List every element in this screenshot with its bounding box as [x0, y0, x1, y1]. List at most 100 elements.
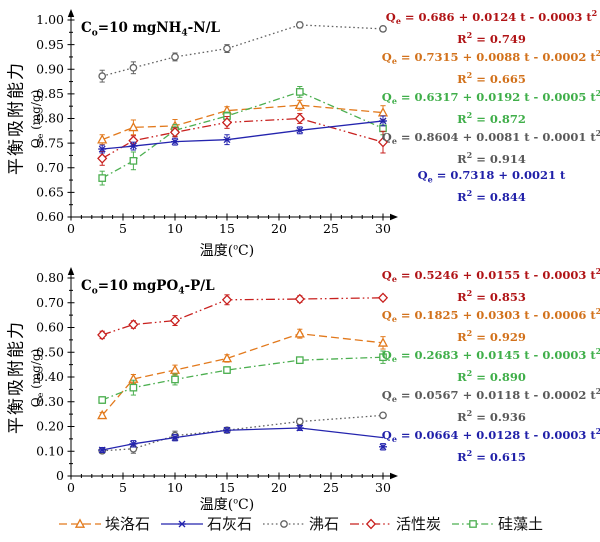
legend-label: 硅藻土 [498, 515, 544, 533]
r-squared-text: R2 = 0.872 [457, 110, 526, 126]
data-point-marker [295, 417, 304, 426]
equation-text: Qe = 0.7315 + 0.0088 t - 0.0002 t2 [381, 48, 600, 67]
data-point-marker [98, 145, 107, 153]
data-point-marker [223, 426, 231, 434]
legend-item-zeolite: 沸石 [261, 513, 339, 534]
data-point-marker [377, 136, 389, 148]
data-point-marker [295, 21, 304, 29]
chart2-y-axis-unit: Qe (mg/g) [28, 348, 46, 408]
data-point-marker [377, 337, 389, 347]
r-squared-text: R2 = 0.936 [457, 408, 526, 424]
data-point-marker [98, 396, 107, 404]
equation-item: Qe = 0.0567 + 0.0118 t - 0.0002 t2 R2 = … [381, 384, 600, 424]
series-line [101, 333, 384, 416]
svg-text:25: 25 [323, 480, 339, 495]
chart2-title: Co=10 mgPO4-P/L [81, 278, 215, 297]
r-squared-text: R2 = 0.749 [457, 30, 526, 46]
svg-text:25: 25 [323, 221, 339, 236]
svg-text:0.85: 0.85 [36, 86, 64, 101]
data-point-marker [169, 126, 181, 138]
equation-text: Qe = 0.0567 + 0.0118 t - 0.0002 t2 [381, 386, 600, 405]
data-point-marker [171, 138, 179, 146]
data-point-marker [379, 353, 387, 362]
data-point-marker [379, 443, 387, 451]
chart1-axes: 0 5 10 15 20 25 30 1.00 0.95 0.90 0.85 0.80 0.75 0.70… [36, 9, 398, 236]
data-point-marker [377, 292, 389, 304]
chart1-series-halloysite [97, 99, 389, 146]
data-point-marker [295, 88, 304, 96]
chart2-equations: Qe = 0.5246 + 0.0155 t - 0.0003 t2 R2 = … [381, 264, 600, 464]
chart1-title: Co=10 mgNH4-N/L [81, 20, 221, 39]
svg-text:0.20: 0.20 [36, 419, 64, 434]
legend-marker [177, 520, 186, 527]
equation-text: Qe = 0.0664 + 0.0128 t - 0.0003 t2 [381, 426, 600, 445]
svg-text:15: 15 [219, 221, 235, 236]
svg-text:0.60: 0.60 [36, 209, 64, 224]
zeolite-line-marker-icon [262, 519, 305, 528]
equation-text: Qe = 0.2683 + 0.0145 t - 0.0003 t2 [381, 346, 600, 365]
data-point-marker [295, 126, 304, 134]
data-point-marker [379, 25, 387, 33]
svg-text:0: 0 [56, 468, 64, 483]
svg-text:0.40: 0.40 [36, 369, 64, 384]
chart2-series-activated-carbon [97, 292, 389, 341]
equation-item: Qe = 0.686 + 0.0124 t - 0.0003 t2 R2 = 0… [383, 6, 600, 46]
chart2-series-limestone [98, 424, 387, 454]
data-point-marker [294, 113, 305, 124]
svg-text:20: 20 [271, 480, 287, 495]
chart1-y-axis-label: 平衡吸附能力 [6, 61, 27, 175]
data-point-marker [295, 356, 304, 365]
series-line [102, 120, 384, 150]
chart2-x-axis-label: 温度(oC) [199, 496, 255, 513]
r-squared-text: R2 = 0.615 [457, 448, 526, 464]
r-squared-text: R2 = 0.890 [457, 368, 526, 384]
data-point-marker [171, 375, 179, 384]
equation-item: Qe = 0.8604 + 0.0081 t - 0.0001 t2 R2 = … [381, 126, 600, 166]
data-point-marker [223, 44, 231, 53]
svg-text:0.50: 0.50 [36, 344, 64, 359]
data-point-marker [97, 153, 108, 164]
data-point-marker [223, 366, 231, 374]
chart1-equations: Qe = 0.686 + 0.0124 t - 0.0003 t2 R2 = 0… [381, 6, 600, 206]
equation-item: Qe = 0.7315 + 0.0088 t - 0.0002 t2 R2 = … [381, 46, 600, 86]
chart1-series-limestone [98, 115, 387, 154]
legend-label: 石灰石 [206, 515, 252, 533]
legend-item-halloysite: 埃洛石 [57, 513, 150, 534]
legend-item-activated-carbon: 活性炭 [348, 513, 441, 534]
equation-text: Qe = 0.6317 + 0.0192 t - 0.0005 t2 [381, 88, 600, 107]
svg-text:0.10: 0.10 [36, 443, 64, 458]
r-squared-text: R2 = 0.665 [457, 70, 526, 86]
series-line [101, 117, 384, 159]
data-point-marker [98, 174, 107, 182]
chart2-series-halloysite [97, 328, 389, 420]
svg-text:5: 5 [119, 221, 127, 236]
series-line [102, 427, 384, 451]
svg-text:0.95: 0.95 [36, 37, 64, 52]
data-point-marker [97, 409, 108, 420]
data-point-marker [221, 352, 233, 363]
data-point-marker [97, 134, 108, 144]
equation-item: Qe = 0.1825 + 0.0303 t - 0.0006 t2 R2 = … [382, 304, 600, 344]
legend-label: 沸石 [308, 515, 339, 533]
data-point-marker [379, 117, 387, 125]
data-point-marker [129, 157, 138, 165]
svg-text:0.80: 0.80 [36, 270, 64, 285]
svg-text:1.00: 1.00 [36, 12, 64, 27]
equation-text: Qe = 0.8604 + 0.0081 t - 0.0001 t2 [381, 128, 600, 147]
data-point-marker [98, 446, 107, 454]
chart1-series-zeolite [98, 21, 387, 83]
svg-text:30: 30 [375, 480, 391, 495]
svg-text:0.80: 0.80 [36, 111, 64, 126]
svg-text:0.70: 0.70 [36, 160, 64, 175]
svg-text:0.65: 0.65 [36, 185, 64, 200]
chart1-y-axis-unit: Qe (mg/g) [28, 89, 46, 149]
svg-text:5: 5 [119, 480, 127, 495]
chart2-axes: 0 5 10 15 20 25 30 0.80 0.70 0.60 0.50 0.40 0.30 0.20… [36, 267, 398, 495]
legend-marker [280, 519, 288, 528]
svg-text:0: 0 [67, 221, 75, 236]
series-line [101, 91, 384, 179]
series-line [101, 104, 384, 141]
data-point-marker [171, 53, 179, 61]
r-squared-text: R2 = 0.914 [457, 150, 526, 166]
equation-item: Qe = 0.6317 + 0.0192 t - 0.0005 t2 R2 = … [381, 86, 600, 126]
